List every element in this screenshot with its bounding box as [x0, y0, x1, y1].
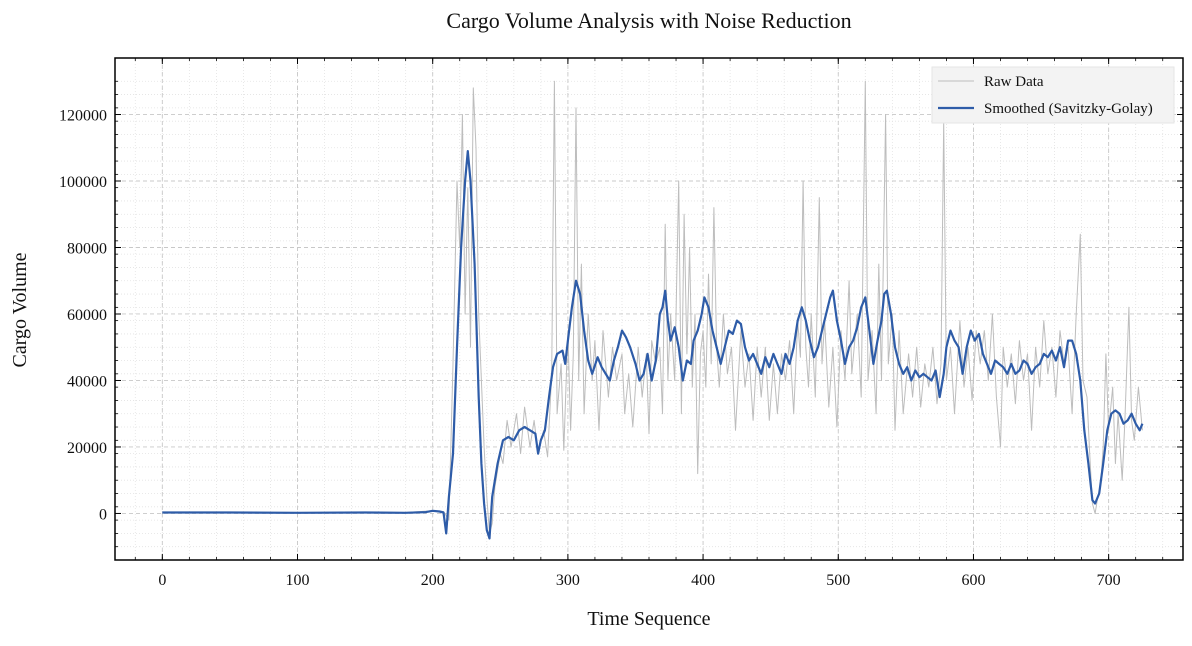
series-layer: [162, 80, 1144, 540]
legend: Raw Data Smoothed (Savitzky-Golay): [931, 66, 1175, 124]
x-axis-label: Time Sequence: [587, 608, 710, 630]
y-tick-label: 120000: [59, 108, 107, 125]
x-tick-label: 400: [691, 572, 715, 589]
legend-box: [931, 66, 1175, 124]
grid-layer: [115, 58, 1183, 560]
y-axis-label: Cargo Volume: [9, 252, 31, 367]
y-tick-label: 0: [99, 506, 107, 523]
y-tick-label: 80000: [67, 240, 107, 257]
y-tick-label: 100000: [59, 174, 107, 191]
y-tick-label: 40000: [67, 373, 107, 390]
x-tick-label: 500: [826, 572, 850, 589]
chart-title: Cargo Volume Analysis with Noise Reducti…: [446, 8, 851, 33]
y-tick-label: 60000: [67, 307, 107, 324]
y-tick-label: 20000: [67, 440, 107, 457]
legend-label: Raw Data: [984, 74, 1044, 90]
x-tick-label: 100: [286, 572, 310, 589]
tick-layer: 0 100 200 300 400 500 600 700 0 20000 40000 60000 80…: [59, 58, 1183, 589]
x-tick-label: 300: [556, 572, 580, 589]
x-tick-label: 0: [158, 572, 166, 589]
smoothed-line: [162, 150, 1144, 540]
legend-label: Smoothed (Savitzky-Golay): [984, 101, 1153, 117]
x-tick-label: 200: [421, 572, 445, 589]
x-tick-label: 600: [961, 572, 985, 589]
x-tick-label: 700: [1097, 572, 1121, 589]
